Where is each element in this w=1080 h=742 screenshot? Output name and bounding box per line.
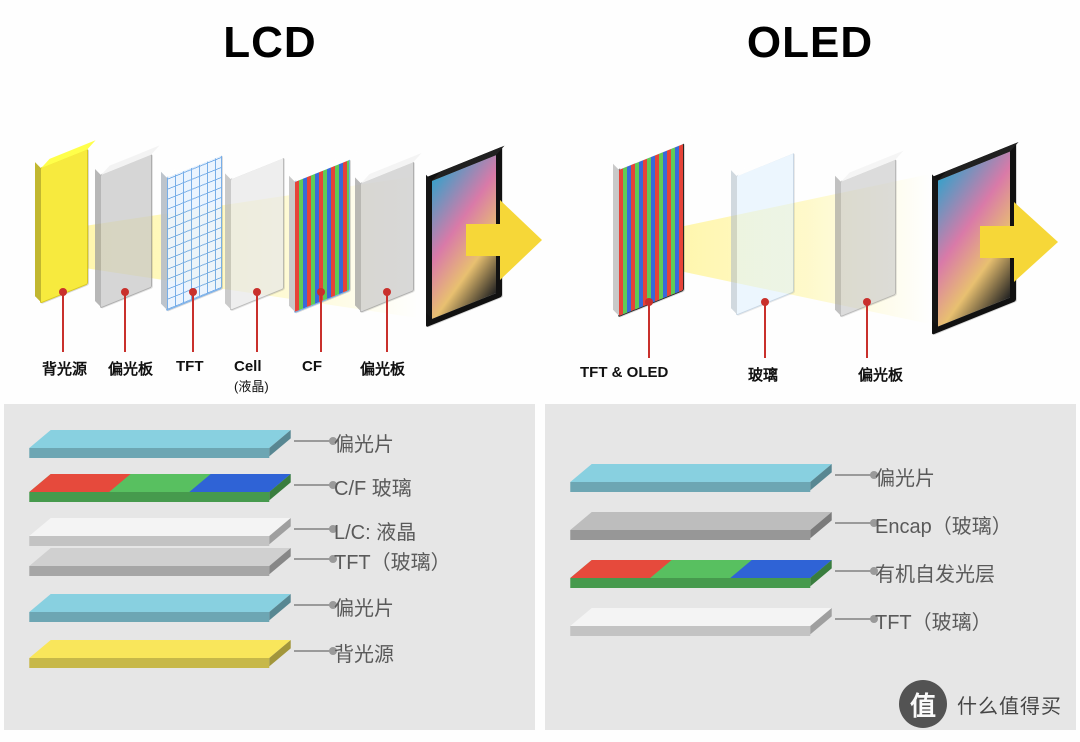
top-row: 背光源偏光板TFTCell(液晶)CF偏光板 TFT & OLED玻璃偏光板 [0, 92, 1080, 392]
lcd-layer-stack: 偏光片 C/F 玻璃 L/C: 液晶TFT（玻璃） 偏光片背光源 [4, 404, 535, 730]
stack-layer [29, 640, 290, 658]
stack-label: TFT（玻璃） [334, 546, 451, 575]
stack-layer [570, 560, 831, 578]
layer-backlight [40, 148, 88, 303]
stack-layer [29, 594, 290, 612]
stack-label: C/F 玻璃 [334, 472, 412, 501]
title-oled: OLED [540, 18, 1080, 68]
panel-sublabel: (液晶) [234, 376, 269, 395]
stack-layer [29, 430, 290, 448]
panel-label: TFT [176, 358, 204, 375]
panel-label: 偏光板 [858, 364, 903, 385]
stack-label: 有机自发光层 [875, 558, 995, 587]
panel-label: TFT & OLED [580, 364, 668, 381]
layer-tft-oled [618, 143, 684, 318]
stack-layer [29, 548, 290, 566]
panel-label: 玻璃 [748, 364, 778, 385]
stack-layer [570, 512, 831, 530]
layer-polarizer [840, 159, 896, 318]
watermark-badge-icon: 值 [899, 680, 947, 728]
lcd-exploded-view: 背光源偏光板TFTCell(液晶)CF偏光板 [0, 92, 540, 392]
stack-label: 背光源 [334, 638, 394, 667]
stack-label: Encap（玻璃） [875, 510, 1012, 539]
panel-label: Cell [234, 358, 262, 375]
panel-label: CF [302, 358, 322, 375]
stack-layer [29, 518, 290, 536]
output-arrow-icon [500, 200, 542, 280]
panel-label: 背光源 [42, 358, 87, 379]
stack-label: L/C: 液晶 [334, 516, 416, 545]
panel-label: 偏光板 [360, 358, 405, 379]
title-lcd: LCD [0, 18, 540, 68]
watermark-text: 什么值得买 [957, 690, 1062, 719]
layer-polarizer1 [100, 153, 152, 308]
layer-glass [736, 152, 794, 315]
stack-layer [570, 464, 831, 482]
stack-layer [29, 474, 290, 492]
stack-label: 偏光片 [334, 592, 394, 621]
stack-layer [570, 608, 831, 626]
stack-label: 偏光片 [875, 462, 935, 491]
output-arrow-icon [1014, 202, 1058, 282]
titles-row: LCD OLED [0, 0, 1080, 68]
oled-exploded-view: TFT & OLED 玻璃 偏光板 [540, 92, 1080, 392]
stack-label: 偏光片 [334, 428, 394, 457]
stack-label: TFT（玻璃） [875, 606, 992, 635]
panel-label: 偏光板 [108, 358, 153, 379]
watermark: 值 什么值得买 [899, 680, 1062, 728]
